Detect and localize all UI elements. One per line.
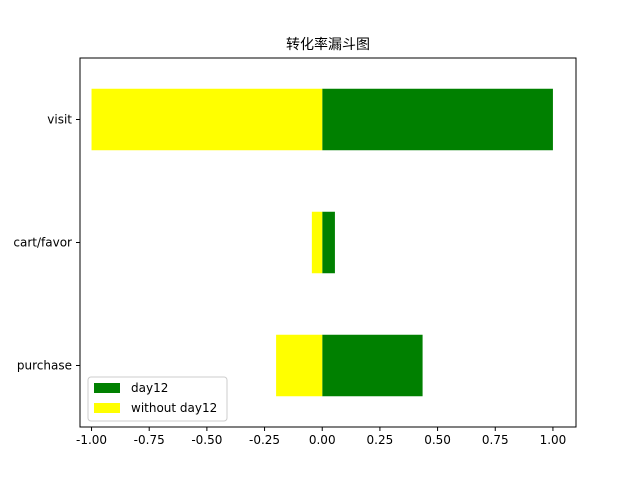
x-tick-label: 1.00	[540, 433, 567, 447]
x-tick-label: -1.00	[76, 433, 107, 447]
bar-without-day12-2	[276, 334, 323, 397]
legend-swatch	[94, 403, 120, 413]
x-tick-label: 0.00	[309, 433, 336, 447]
bar-day12-0	[322, 88, 553, 151]
x-tick-label: 0.25	[367, 433, 394, 447]
x-tick-label: 0.50	[424, 433, 451, 447]
legend-label: day12	[131, 381, 168, 395]
y-axis: visit cart/favor purchase	[13, 113, 80, 373]
bar-group	[91, 88, 553, 397]
legend-label: without day12	[131, 401, 217, 415]
y-tick-label: visit	[47, 113, 72, 127]
legend-frame	[87, 376, 228, 422]
y-tick-label: cart/favor	[13, 236, 72, 250]
bar-day12-2	[322, 334, 423, 397]
legend: day12 without day12	[87, 376, 228, 422]
x-tick-label: 0.75	[482, 433, 509, 447]
x-tick-label: -0.75	[134, 433, 165, 447]
x-axis: -1.00 -0.75 -0.50 -0.25 0.00 0.25 0.50 0.75 1.00	[76, 427, 566, 447]
x-tick-label: -0.25	[249, 433, 280, 447]
bar-day12-1	[322, 211, 335, 274]
x-tick-label: -0.50	[191, 433, 222, 447]
legend-swatch	[94, 383, 120, 393]
bar-without-day12-0	[91, 88, 323, 151]
chart-title: 转化率漏斗图	[286, 36, 370, 53]
bar-without-day12-1	[311, 211, 323, 274]
y-tick-label: purchase	[17, 359, 72, 373]
